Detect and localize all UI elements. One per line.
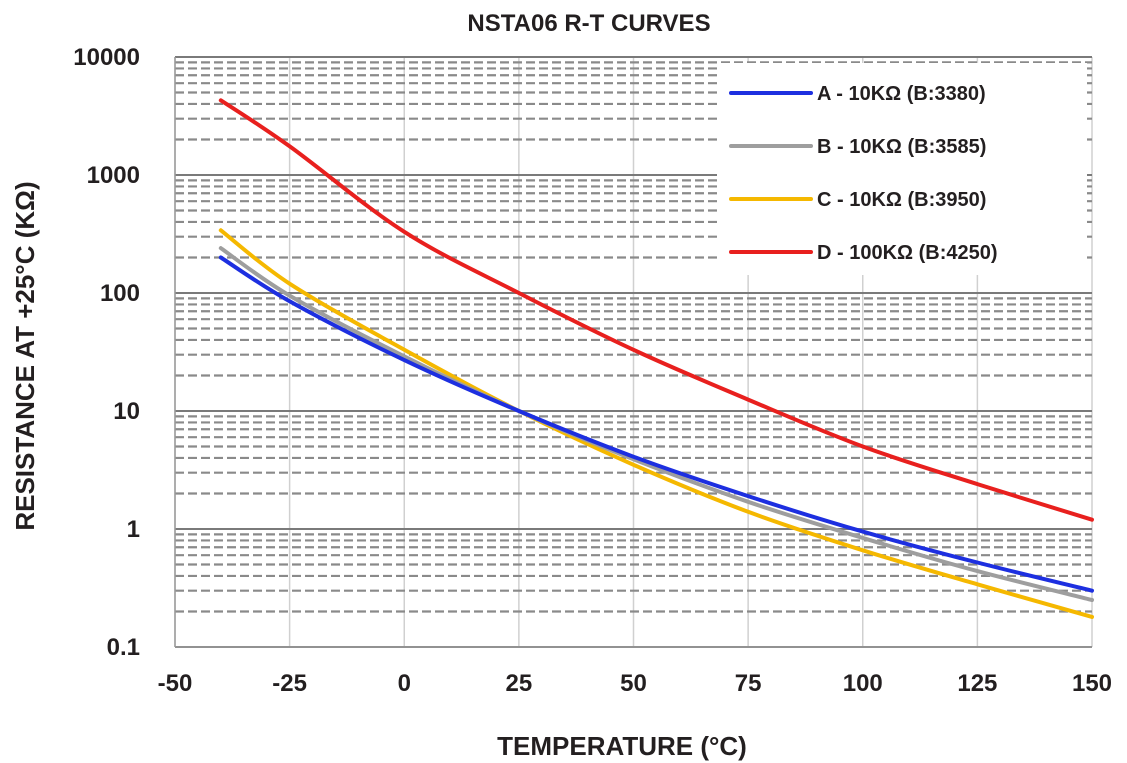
y-axis-label: RESISTANCE AT +25°C (KΩ) [10, 181, 40, 530]
x-axis-label: TEMPERATURE (°C) [497, 731, 747, 761]
y-tick-label: 10000 [73, 44, 140, 71]
series-layer [218, 98, 1094, 619]
series-line-b [218, 246, 1094, 602]
y-tick-label: 1000 [87, 162, 140, 189]
legend-label: D - 100KΩ (B:4250) [817, 242, 998, 264]
legend-label: C - 10KΩ (B:3950) [817, 189, 986, 211]
y-tick-label: 0.1 [107, 634, 140, 661]
x-tick-label: 150 [1072, 670, 1112, 697]
legend-label: B - 10KΩ (B:3585) [817, 136, 986, 158]
legend: A - 10KΩ (B:3380) B - 10KΩ (B:3585) C - 10… [717, 63, 1087, 275]
y-tick-label: 1 [127, 516, 140, 543]
x-tick-label: 75 [735, 670, 762, 697]
y-tick-label: 100 [100, 280, 140, 307]
x-tick-label: 100 [843, 670, 883, 697]
x-tick-label: 125 [957, 670, 997, 697]
x-tick-label: 50 [620, 670, 647, 697]
x-tick-label: -25 [272, 670, 307, 697]
tick-labels: -50 -25 0 25 50 75 100 125 150 0.1 1 10 100 1000 10000 [73, 44, 1112, 697]
series-line-a [218, 255, 1094, 593]
legend-box [717, 63, 1087, 275]
series-line-c [218, 228, 1094, 619]
legend-label: A - 10KΩ (B:3380) [817, 83, 986, 105]
chart-title: NSTA06 R-T CURVES [467, 10, 710, 37]
x-tick-label: 0 [398, 670, 411, 697]
y-tick-label: 10 [113, 398, 140, 425]
series-line-d [218, 98, 1094, 522]
x-tick-label: 25 [506, 670, 533, 697]
x-tick-label: -50 [158, 670, 193, 697]
